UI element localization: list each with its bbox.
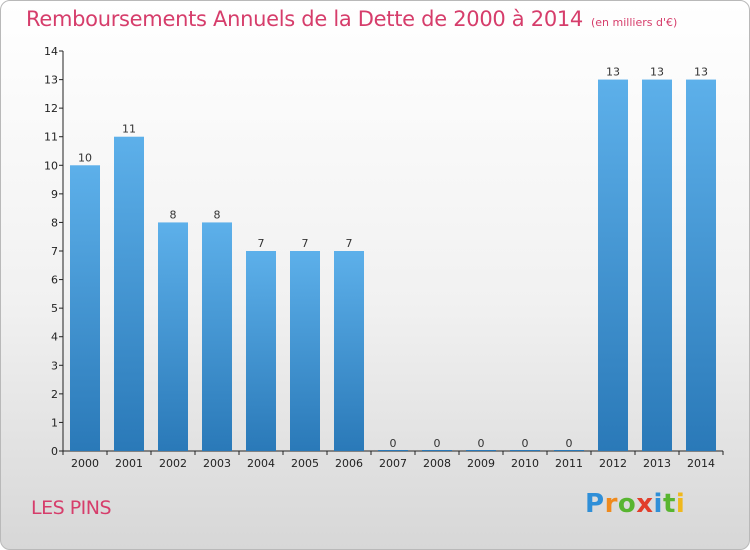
logo-letter: x xyxy=(636,489,654,519)
y-tick-label: 1 xyxy=(51,416,58,429)
bar xyxy=(466,450,496,451)
x-tick-label: 2010 xyxy=(511,457,539,470)
value-label: 0 xyxy=(434,437,441,450)
bar xyxy=(598,79,628,452)
y-tick-label: 0 xyxy=(51,445,58,458)
value-label: 13 xyxy=(694,66,708,79)
x-tick-label: 2007 xyxy=(379,457,407,470)
logo-letter: r xyxy=(604,489,618,519)
x-tick-label: 2006 xyxy=(335,457,363,470)
x-tick-label: 2001 xyxy=(115,457,143,470)
y-tick-label: 10 xyxy=(44,159,58,172)
value-label: 8 xyxy=(214,208,221,221)
value-label: 11 xyxy=(122,123,136,136)
bar xyxy=(158,222,188,451)
value-label: 0 xyxy=(522,437,529,450)
value-label: 13 xyxy=(606,66,620,79)
x-tick-label: 2003 xyxy=(203,457,231,470)
x-tick-label: 2002 xyxy=(159,457,187,470)
value-label: 7 xyxy=(346,237,353,250)
value-label: 0 xyxy=(390,437,397,450)
value-label: 8 xyxy=(170,208,177,221)
chart-title-main: Remboursements Annuels de la Dette de 20… xyxy=(26,7,583,31)
logo-letter: P xyxy=(585,489,605,519)
x-tick-label: 2000 xyxy=(71,457,99,470)
y-tick-label: 2 xyxy=(51,388,58,401)
bar xyxy=(70,165,100,452)
y-tick-label: 6 xyxy=(51,274,58,287)
bar xyxy=(554,450,584,451)
x-tick-label: 2005 xyxy=(291,457,319,470)
y-tick-label: 12 xyxy=(44,102,58,115)
value-label: 13 xyxy=(650,66,664,79)
x-tick-label: 2013 xyxy=(643,457,671,470)
bar xyxy=(642,79,672,452)
commune-name: LES PINS xyxy=(31,497,112,519)
bar xyxy=(422,450,452,451)
bar xyxy=(202,222,232,451)
y-tick-label: 11 xyxy=(44,131,58,144)
logo-letter: i xyxy=(653,489,663,519)
y-tick-label: 7 xyxy=(51,245,58,258)
x-tick-label: 2011 xyxy=(555,457,583,470)
y-tick-label: 3 xyxy=(51,359,58,372)
chart-subtitle: (en milliers d'€) xyxy=(591,16,678,29)
y-tick-label: 8 xyxy=(51,216,58,229)
bar xyxy=(510,450,540,451)
chart-title: Remboursements Annuels de la Dette de 20… xyxy=(26,7,677,31)
x-tick-label: 2012 xyxy=(599,457,627,470)
bar xyxy=(290,251,320,451)
x-tick-label: 2014 xyxy=(687,457,715,470)
y-tick-label: 5 xyxy=(51,302,58,315)
value-label: 10 xyxy=(78,151,92,164)
y-tick-label: 9 xyxy=(51,188,58,201)
value-label: 7 xyxy=(302,237,309,250)
value-label: 0 xyxy=(478,437,485,450)
y-tick-label: 13 xyxy=(44,74,58,87)
value-label: 7 xyxy=(258,237,265,250)
logo-letter: o xyxy=(617,489,637,519)
x-tick-label: 2009 xyxy=(467,457,495,470)
proxiti-logo: Proxiti xyxy=(585,489,685,519)
value-label: 0 xyxy=(566,437,573,450)
x-tick-label: 2008 xyxy=(423,457,451,470)
bar xyxy=(334,251,364,451)
y-tick-label: 14 xyxy=(44,45,58,58)
y-tick-label: 4 xyxy=(51,331,58,344)
bar xyxy=(378,450,408,451)
x-tick-label: 2004 xyxy=(247,457,275,470)
logo-letter: t xyxy=(662,489,676,519)
logo-letter: i xyxy=(675,489,686,519)
bar xyxy=(114,136,144,451)
bar xyxy=(246,251,276,451)
bar xyxy=(686,79,716,452)
